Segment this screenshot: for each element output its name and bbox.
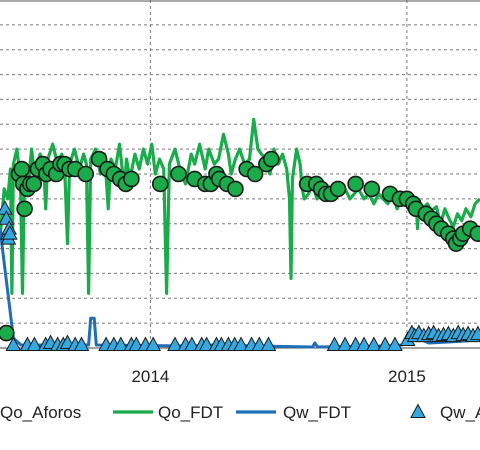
point-qw-aforos (198, 336, 215, 352)
point-qw-aforos (366, 336, 382, 352)
point-qw-aforos (326, 336, 343, 352)
point-qw-aforos (470, 325, 480, 341)
legend-item-qw-fdt: Qw_FDT (236, 403, 351, 422)
x-tick-label: 2014 (131, 367, 169, 386)
point-qo-aforos (347, 175, 364, 193)
point-qw-aforos (356, 336, 372, 352)
point-qw-aforos (387, 336, 403, 352)
point-qw-aforos (337, 336, 353, 352)
series-markers (0, 150, 480, 352)
point-qw-aforos (167, 336, 183, 352)
legend-item-qo-fdt: Qo_FDT (113, 403, 223, 422)
legend: Qo_Aforos Qo_FDT Qw_FDT Qw_Aforos (0, 403, 480, 422)
point-qo-aforos (25, 175, 43, 193)
point-qo-aforos (123, 170, 140, 188)
point-qo-aforos (469, 225, 480, 242)
point-qo-aforos (170, 165, 187, 183)
legend-item-qo-aforos: Qo_Aforos (0, 403, 81, 422)
point-qw-aforos (113, 336, 129, 352)
legend-swatch-qw-aforos (410, 403, 426, 418)
point-qo-aforos (246, 165, 264, 183)
point-qw-aforos (184, 336, 200, 352)
series-line-qw-fdt (0, 228, 480, 349)
series-lines (0, 117, 480, 349)
point-qo-aforos (329, 180, 347, 198)
point-qo-aforos (262, 150, 280, 168)
point-qw-aforos (73, 336, 90, 352)
point-qo-aforos (16, 200, 33, 218)
point-qw-aforos (377, 336, 393, 352)
point-qw-aforos (0, 210, 15, 225)
point-qo-aforos (77, 165, 95, 183)
point-qo-aforos (363, 180, 381, 198)
point-qo-aforos (0, 324, 15, 342)
x-tick-label: 2015 (388, 367, 426, 386)
point-qo-aforos (13, 160, 31, 178)
point-qo-aforos (227, 180, 244, 198)
point-qw-aforos (26, 336, 43, 352)
point-qw-aforos (260, 336, 277, 352)
legend-item-qw-aforos: Qw_Aforos (410, 403, 480, 422)
point-qw-aforos (233, 336, 249, 352)
legend-label-qw-fdt: Qw_FDT (283, 403, 351, 422)
point-qo-aforos (151, 175, 169, 193)
point-qw-aforos (5, 336, 22, 352)
point-qw-aforos (145, 336, 162, 352)
legend-label-qw-aforos: Qw_Aforos (440, 403, 480, 422)
x-axis-ticks: 2014 2015 (131, 367, 425, 386)
legend-label-qo-fdt: Qo_FDT (158, 403, 223, 422)
legend-label-qo-aforos: Qo_Aforos (0, 403, 81, 422)
point-qw-aforos (2, 225, 18, 240)
